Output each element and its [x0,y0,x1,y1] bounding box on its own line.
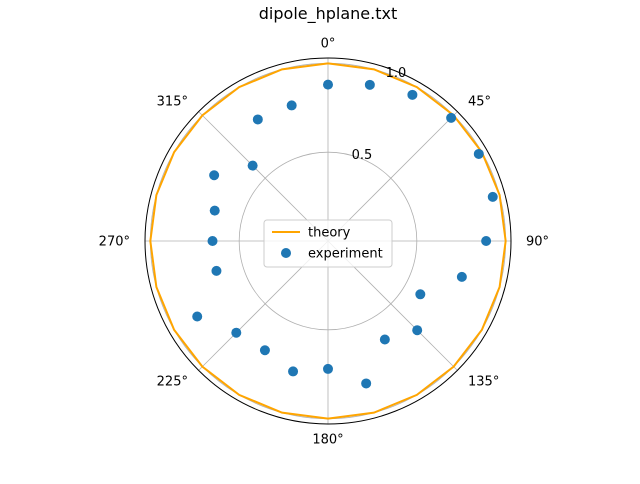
radial-tick-label: 0.5 [352,148,373,163]
experiment-point [207,236,218,246]
angle-tick-label: 270° [99,235,130,250]
experiment-point [456,271,467,282]
experiment-point [323,363,333,374]
experiment-point [211,265,222,276]
experiment-point [209,170,220,181]
experiment-point [231,327,242,338]
angle-tick-label: 315° [157,94,188,109]
polar-frame [144,57,512,425]
experiment-point [412,325,423,336]
experiment-point [407,89,418,100]
angle-tick-label: 0° [321,37,336,52]
experiment-point [487,191,498,202]
experiment-point [323,79,333,90]
experiment-point [247,160,258,171]
experiment-point [209,205,220,216]
experiment-point [192,311,203,322]
experiment-point [361,378,372,389]
angle-tick-label: 135° [468,375,499,390]
legend-experiment-swatch [281,248,291,258]
legend-experiment-label: experiment [308,247,383,262]
experiment-point [286,100,297,111]
angle-tick-label: 45° [468,94,491,109]
angle-tick-label: 225° [157,375,188,390]
experiment-point [379,334,390,345]
polar-spine [144,57,512,425]
angle-tick-label: 90° [526,235,549,250]
legend: theory experiment [263,219,393,268]
angle-tick-label: 180° [312,433,343,448]
angular-gridline [327,111,458,242]
experiment-point [481,236,492,246]
chart-title: dipole_hplane.txt [259,4,397,24]
angular-gridline [198,111,329,242]
experiment-point [473,148,484,159]
tick-labels: 0° 45° 90° 135° 180° 225° 270° 315° 0.5 1.0 [99,37,549,448]
radial-gridline [238,151,418,331]
radial-tick-label: 1.0 [386,66,407,81]
experiment-point [252,114,263,125]
experiment-point [259,345,270,356]
experiment-point [288,366,299,377]
experiment-point [446,112,457,123]
experiment-point [364,79,375,90]
series-layer [149,62,507,420]
experiment-point [415,289,426,300]
legend-theory-label: theory [308,226,351,241]
